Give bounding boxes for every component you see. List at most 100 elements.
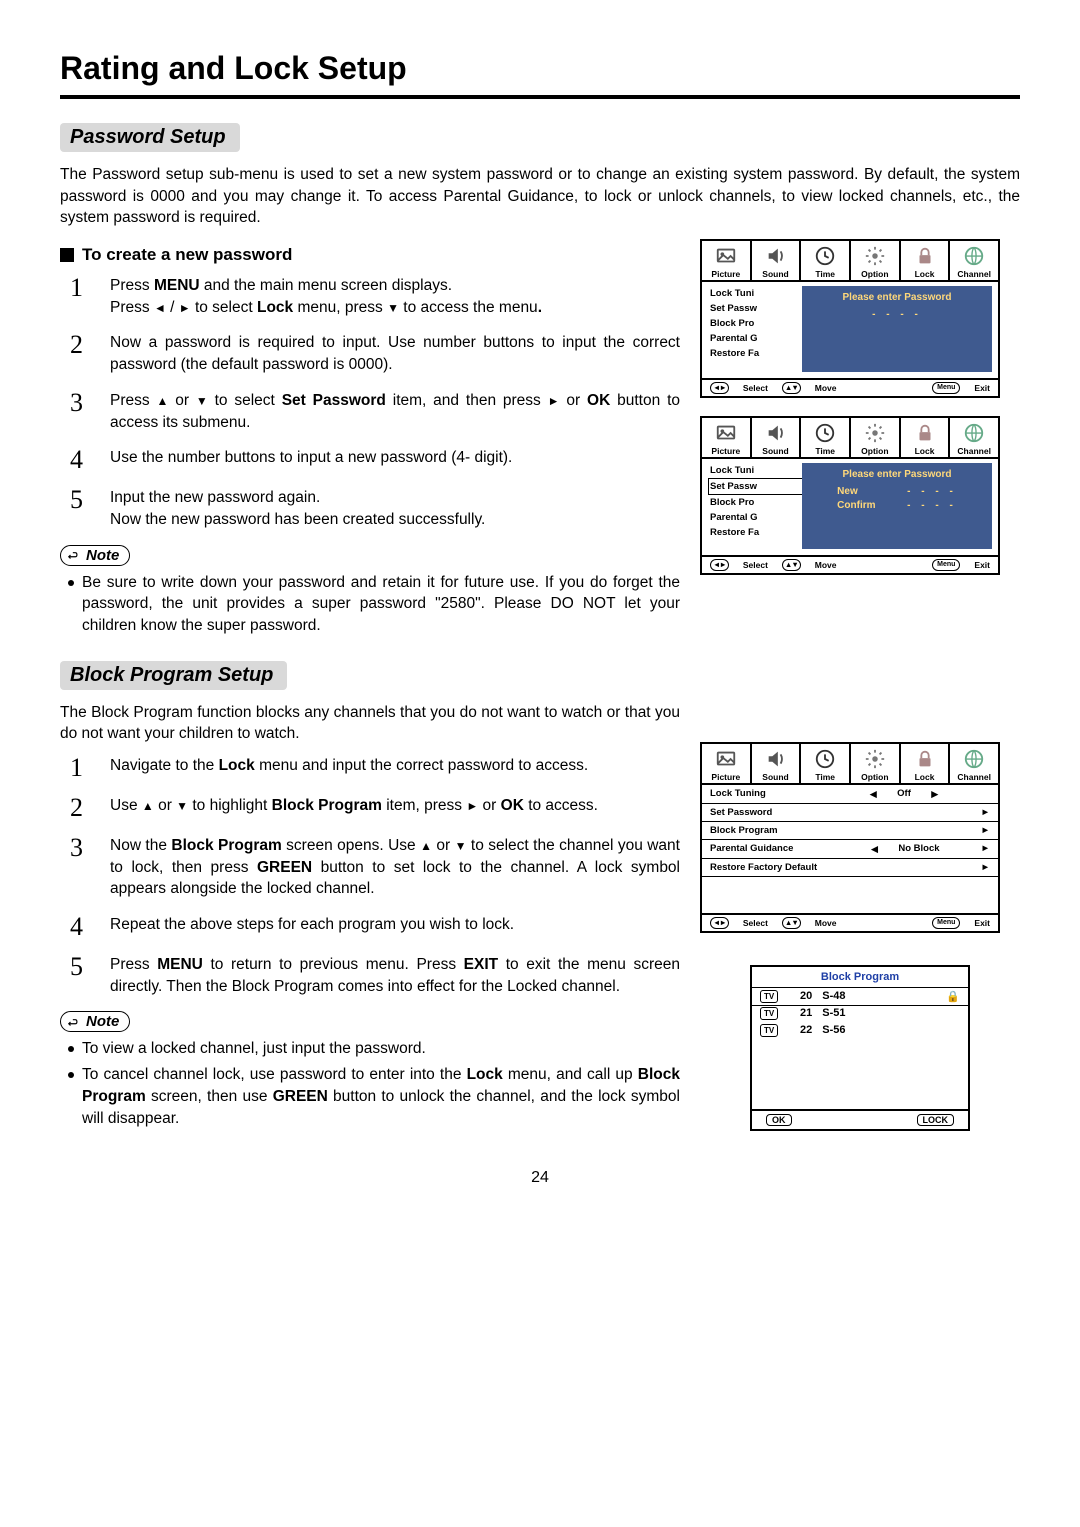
note-item: Be sure to write down your password and … bbox=[68, 572, 680, 637]
tv-badge: TV bbox=[760, 1024, 778, 1037]
option-icon bbox=[851, 420, 899, 446]
step-body: Press MENU and the main menu screen disp… bbox=[110, 275, 542, 318]
note-item: To view a locked channel, just input the… bbox=[68, 1038, 680, 1060]
lock-icon bbox=[901, 420, 949, 446]
osd-lock-menu: PictureSoundTimeOptionLockChannel Lock T… bbox=[700, 742, 1000, 933]
lock-menu-row: Set Password► bbox=[702, 804, 998, 822]
menu-pill: Menu bbox=[932, 382, 960, 394]
bp-row: TV20S-48🔒 bbox=[751, 987, 969, 1006]
step-number: 2 bbox=[70, 795, 92, 821]
step: 1 Press MENU and the main menu screen dis… bbox=[70, 275, 680, 318]
lock-icon bbox=[901, 243, 949, 269]
osd-tab-time: Time bbox=[801, 418, 851, 457]
page-number: 24 bbox=[60, 1169, 1020, 1187]
note-badge-2: Note bbox=[60, 1011, 130, 1032]
step-number: 4 bbox=[70, 914, 92, 940]
osd-tab-lock: Lock bbox=[901, 241, 951, 280]
picture-icon bbox=[702, 243, 750, 269]
lock-menu-row: Parental Guidance◄No Block► bbox=[702, 840, 998, 859]
step: 5Press MENU to return to previous menu. … bbox=[70, 954, 680, 997]
bp-title: Block Program bbox=[752, 967, 968, 987]
osd-tab-option: Option bbox=[851, 241, 901, 280]
step-body: Navigate to the Lock menu and input the … bbox=[110, 755, 588, 777]
sound-icon bbox=[752, 243, 800, 269]
tv-badge: TV bbox=[760, 990, 778, 1003]
step-number: 3 bbox=[70, 835, 92, 861]
step-body: Press MENU to return to previous menu. P… bbox=[110, 954, 680, 997]
lock-icon: 🔒 bbox=[946, 990, 960, 1003]
osd-tab-sound: Sound bbox=[752, 418, 802, 457]
step-body: Now a password is required to input. Use… bbox=[110, 332, 680, 375]
osd-tab-picture: Picture bbox=[702, 241, 752, 280]
step: 5 Input the new password again.Now the ne… bbox=[70, 487, 680, 530]
ok-pill: OK bbox=[766, 1114, 792, 1126]
step: 4 Repeat the above steps for each program… bbox=[70, 914, 680, 940]
lr-icon: ◄► bbox=[710, 382, 729, 394]
osd-tab-sound: Sound bbox=[752, 241, 802, 280]
channel-icon bbox=[950, 420, 998, 446]
create-password-heading: To create a new password bbox=[60, 245, 680, 265]
note-item: To cancel channel lock, use password to … bbox=[68, 1064, 680, 1129]
step: 2 Now a password is required to input. Us… bbox=[70, 332, 680, 375]
lock-pill: LOCK bbox=[917, 1114, 955, 1126]
hand-icon bbox=[67, 1015, 81, 1029]
osd-footer-2: ◄►Select ▲▼Move MenuExit bbox=[702, 555, 998, 573]
password-steps: 1 Press MENU and the main menu screen dis… bbox=[70, 275, 680, 531]
step-number: 3 bbox=[70, 390, 92, 416]
osd-tab-lock: Lock bbox=[901, 744, 951, 783]
option-icon bbox=[851, 243, 899, 269]
osd-tab-picture: Picture bbox=[702, 418, 752, 457]
osd-tab-channel: Channel bbox=[950, 744, 998, 783]
step: 1 Navigate to the Lock menu and input the… bbox=[70, 755, 680, 781]
osd-popup-title: Please enter Password bbox=[808, 292, 986, 303]
osd-popup-dots: - - - - bbox=[872, 309, 922, 320]
step-number: 1 bbox=[70, 755, 92, 781]
osd-set-password: PictureSoundTimeOptionLockChannel Lock T… bbox=[700, 416, 1000, 575]
password-notes: Be sure to write down your password and … bbox=[68, 572, 680, 637]
block-intro: The Block Program function blocks any ch… bbox=[60, 702, 680, 745]
lock-menu-row: Block Program► bbox=[702, 822, 998, 840]
step-body: Use the number buttons to input a new pa… bbox=[110, 447, 512, 469]
osd-tab-lock: Lock bbox=[901, 418, 951, 457]
note-badge: Note bbox=[60, 545, 130, 566]
time-icon bbox=[801, 746, 849, 772]
option-icon bbox=[851, 746, 899, 772]
block-steps: 1 Navigate to the Lock menu and input the… bbox=[70, 755, 680, 997]
osd-tab-picture: Picture bbox=[702, 744, 752, 783]
osd-popup-2: Please enter Password New- - - - Confirm… bbox=[802, 463, 992, 549]
osd-tab-time: Time bbox=[801, 744, 851, 783]
page-title: Rating and Lock Setup bbox=[60, 50, 1020, 87]
osd-tab-option: Option bbox=[851, 418, 901, 457]
step-number: 2 bbox=[70, 332, 92, 358]
block-heading: Block Program Setup bbox=[60, 661, 287, 690]
step-body: Now the Block Program screen opens. Use … bbox=[110, 835, 680, 900]
password-heading: Password Setup bbox=[60, 123, 240, 152]
lock-menu-row: Restore Factory Default► bbox=[702, 859, 998, 877]
channel-icon bbox=[950, 746, 998, 772]
time-icon bbox=[801, 243, 849, 269]
step: 4Use the number buttons to input a new p… bbox=[70, 447, 680, 473]
step-body: Input the new password again.Now the new… bbox=[110, 487, 485, 530]
osd-enter-password: PictureSoundTimeOptionLockChannel Lock T… bbox=[700, 239, 1000, 398]
password-setup-section: Password Setup The Password setup sub-me… bbox=[60, 123, 1020, 653]
step: 3 Press ▲ or ▼ to select Set Password ite… bbox=[70, 390, 680, 433]
bp-row: TV21S-51 bbox=[752, 1005, 968, 1022]
step-body: Press ▲ or ▼ to select Set Password item… bbox=[110, 390, 680, 433]
osd-tab-time: Time bbox=[801, 241, 851, 280]
osd-tab-sound: Sound bbox=[752, 744, 802, 783]
bp-footer: OK LOCK bbox=[752, 1109, 968, 1129]
step: 2 Use ▲ or ▼ to highlight Block Program i… bbox=[70, 795, 680, 821]
step-number: 5 bbox=[70, 487, 92, 513]
osd-tab-channel: Channel bbox=[950, 241, 998, 280]
channel-icon bbox=[950, 243, 998, 269]
lock-menu-row: Lock Tuning◄Off► bbox=[702, 785, 998, 804]
step-body: Use ▲ or ▼ to highlight Block Program it… bbox=[110, 795, 598, 817]
block-program-panel: Block Program TV20S-48🔒TV21S-51TV22S-56 … bbox=[750, 965, 970, 1131]
title-rule bbox=[60, 95, 1020, 99]
step-body: Repeat the above steps for each program … bbox=[110, 914, 514, 936]
bp-row: TV22S-56 bbox=[752, 1022, 968, 1039]
lock-icon bbox=[901, 746, 949, 772]
block-notes: To view a locked channel, just input the… bbox=[68, 1038, 680, 1129]
step-number: 1 bbox=[70, 275, 92, 301]
tv-badge: TV bbox=[760, 1007, 778, 1020]
